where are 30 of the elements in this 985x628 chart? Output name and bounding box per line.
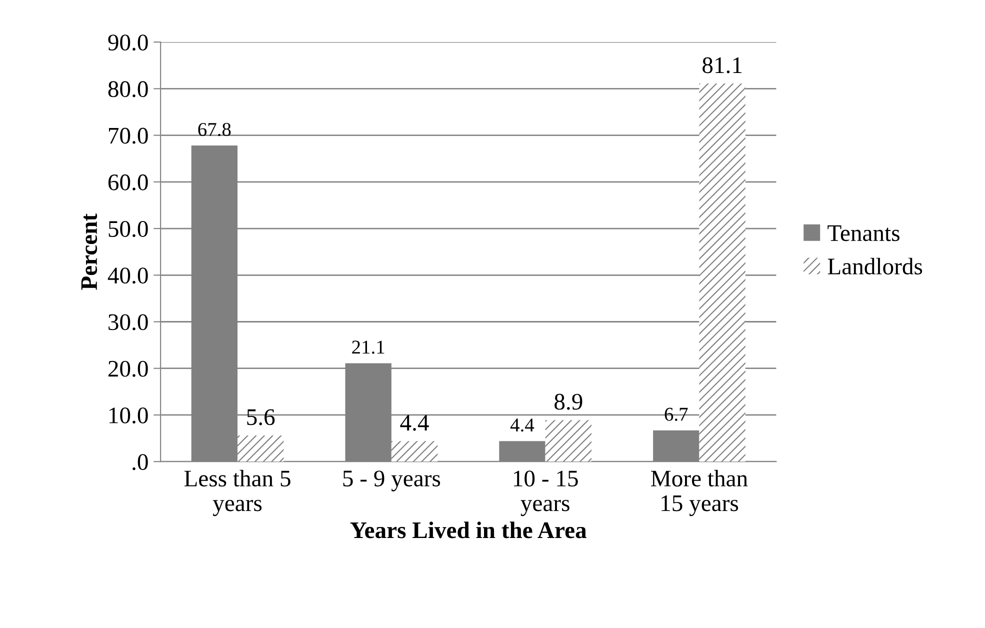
x-tick-label: More than 15 years xyxy=(651,470,748,516)
data-label: 4.4 xyxy=(400,414,429,431)
bar xyxy=(545,420,592,462)
y-axis-title: Percent xyxy=(81,213,98,290)
y-tick-label: 60.0 xyxy=(108,174,148,190)
legend-label: Tenants xyxy=(828,225,900,242)
bar xyxy=(699,84,746,462)
y-tick-label: 30.0 xyxy=(108,314,148,330)
bar xyxy=(391,441,438,462)
y-tick-label: 10.0 xyxy=(110,407,148,424)
y-tick-label: .0 xyxy=(132,454,148,470)
y-tick-label: 70.0 xyxy=(108,128,148,144)
x-tick-label: Less than 5 years xyxy=(184,470,290,516)
data-label: 6.7 xyxy=(664,408,688,421)
legend-label: Landlords xyxy=(828,258,922,274)
y-tick-label: 20.0 xyxy=(108,360,148,377)
x-axis-title: Years Lived in the Area xyxy=(350,522,586,538)
y-tick-label: 50.0 xyxy=(108,221,148,238)
data-label: 81.1 xyxy=(702,57,742,74)
data-label: 4.4 xyxy=(510,418,534,432)
data-label: 67.8 xyxy=(198,122,231,136)
y-tick-label: 90.0 xyxy=(108,34,148,51)
y-tick-label: 80.0 xyxy=(108,81,148,98)
data-label: 5.6 xyxy=(247,409,275,426)
data-label: 21.1 xyxy=(352,340,384,354)
x-tick-label: 10 - 15 years xyxy=(514,470,578,516)
y-tick-label: 40.0 xyxy=(108,268,148,284)
data-label: 8.9 xyxy=(554,394,582,410)
bar xyxy=(238,435,284,462)
x-tick-label: 5 - 9 years xyxy=(343,470,440,492)
